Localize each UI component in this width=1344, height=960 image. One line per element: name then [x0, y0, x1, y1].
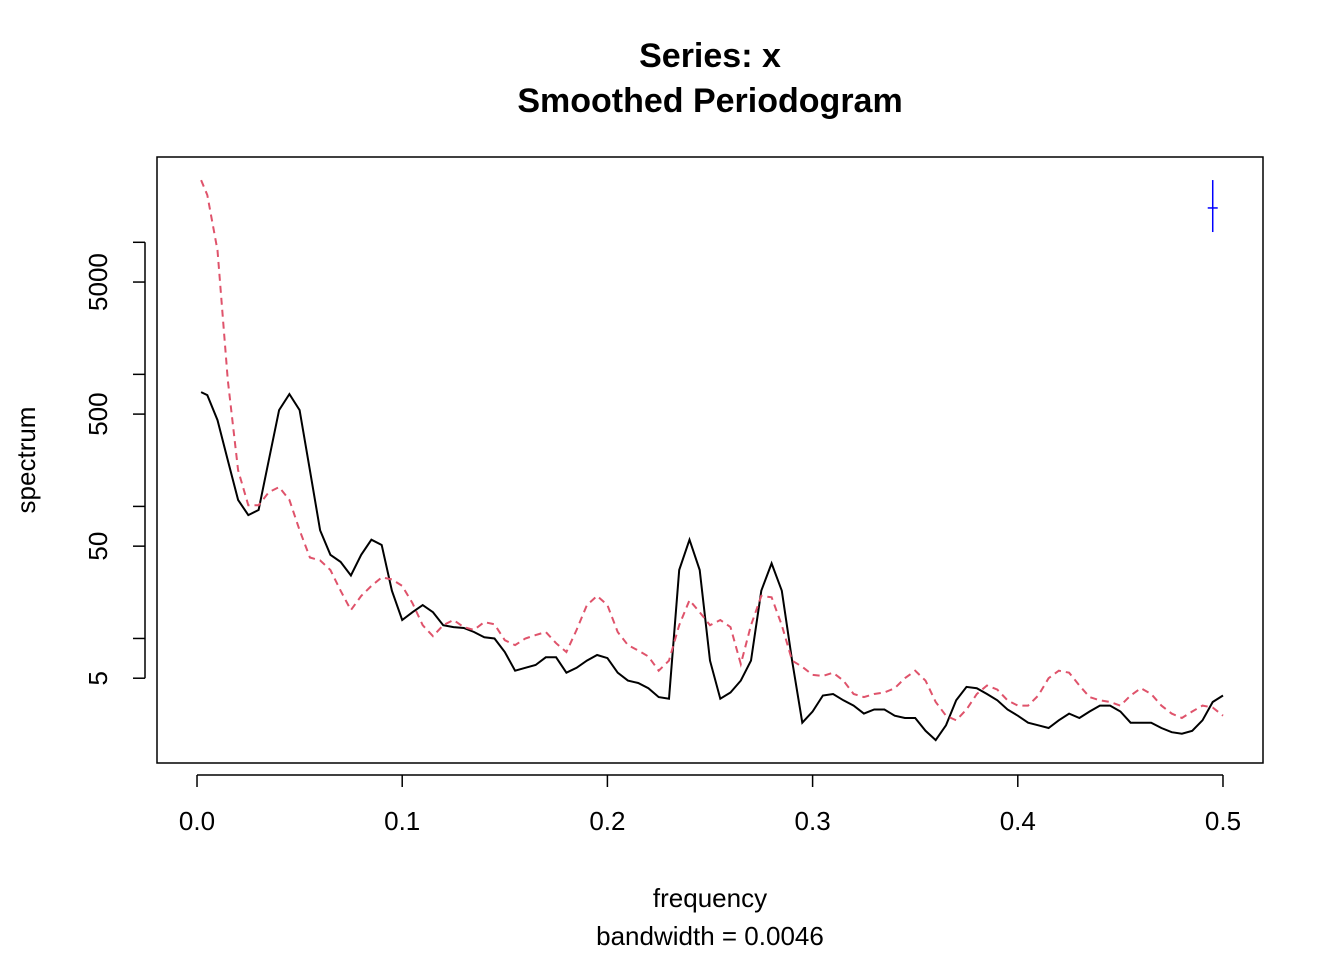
x-tick-label: 0.0 — [179, 806, 215, 836]
y-tick-label: 50 — [83, 532, 113, 561]
x-tick-label: 0.5 — [1205, 806, 1241, 836]
y-tick-label: 5000 — [83, 253, 113, 311]
chart-title: Series: x — [639, 37, 781, 75]
x-tick-label: 0.2 — [589, 806, 625, 836]
series-line — [200, 179, 1224, 722]
x-tick-label: 0.1 — [384, 806, 420, 836]
x-tick-label: 0.3 — [795, 806, 831, 836]
x-tick-label: 0.4 — [1000, 806, 1036, 836]
plot-frame — [156, 156, 1264, 764]
chart-subtitle: Smoothed Periodogram — [517, 82, 902, 120]
x-axis-label: frequency — [653, 883, 767, 913]
y-axis-label: spectrum — [11, 407, 41, 514]
y-tick-label: 5 — [83, 671, 113, 685]
series-line — [200, 391, 1224, 742]
y-tick-label: 500 — [83, 392, 113, 435]
x-axis-sublabel: bandwidth = 0.0046 — [596, 921, 824, 951]
